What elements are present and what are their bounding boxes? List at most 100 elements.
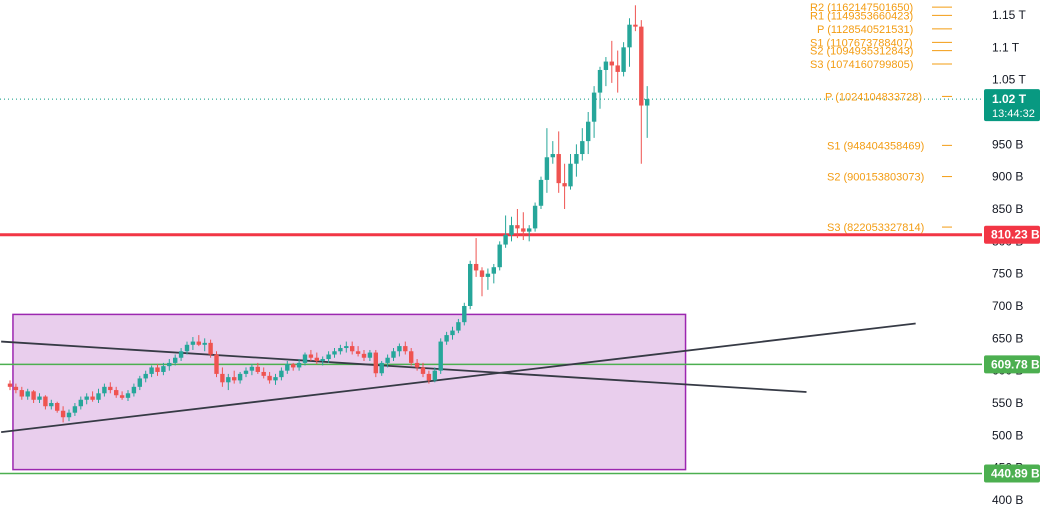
candle[interactable] [361,349,367,361]
candle[interactable] [173,354,178,366]
candle[interactable] [574,144,579,177]
candle[interactable] [255,362,260,374]
rising-trendline[interactable] [1,322,916,433]
candle[interactable] [639,20,644,164]
candle[interactable] [450,326,455,340]
candle[interactable] [220,367,225,387]
candle[interactable] [485,268,491,290]
candle[interactable] [438,338,443,374]
candle[interactable] [226,373,231,391]
candle[interactable] [586,112,591,155]
candle[interactable] [49,399,54,410]
candle[interactable] [66,409,72,422]
candle[interactable] [232,370,237,384]
candle[interactable] [102,383,107,397]
candle[interactable] [420,362,426,378]
candle[interactable] [532,202,538,232]
candle[interactable] [208,339,213,358]
candle[interactable] [479,267,485,297]
candle[interactable] [473,238,479,277]
candle[interactable] [308,349,314,361]
candle[interactable] [196,335,201,347]
candle[interactable] [432,367,437,383]
candle[interactable] [37,393,42,403]
candle[interactable] [43,395,48,410]
candle[interactable] [591,86,597,138]
candle[interactable] [414,359,420,371]
candle[interactable] [603,57,609,87]
candle[interactable] [184,341,190,355]
candle[interactable] [114,386,119,398]
candle[interactable] [178,348,184,361]
candle[interactable] [556,131,561,193]
candle[interactable] [444,331,449,345]
candle[interactable] [397,343,402,357]
candle[interactable] [515,209,520,239]
candle[interactable] [462,302,467,326]
candle[interactable] [78,396,83,410]
candle[interactable] [167,359,172,371]
candle[interactable] [261,367,266,379]
candle[interactable] [267,371,272,384]
candle[interactable] [119,391,125,400]
candle[interactable] [544,128,550,193]
candle[interactable] [237,371,243,384]
candle[interactable] [279,367,284,381]
candle[interactable] [338,344,343,355]
candle[interactable] [391,348,396,361]
candle[interactable] [332,348,337,358]
candle[interactable] [285,360,290,374]
candle[interactable] [72,403,78,416]
candle[interactable] [633,5,638,32]
candle[interactable] [7,380,13,391]
consolidation-range-box[interactable] [12,313,687,471]
candle[interactable] [60,406,66,423]
candle[interactable] [645,86,650,138]
candle[interactable] [249,364,255,376]
candle[interactable] [562,163,567,209]
candle[interactable] [344,341,349,353]
candle[interactable] [379,360,384,376]
candle[interactable] [468,260,473,310]
candle[interactable] [509,216,514,242]
candle[interactable] [291,362,296,371]
candle[interactable] [409,348,414,366]
candle[interactable] [373,349,378,378]
candle[interactable] [627,18,632,67]
candle[interactable] [149,365,154,378]
falling-trendline[interactable] [1,340,807,393]
candle[interactable] [19,386,24,400]
candle[interactable] [13,383,19,394]
candle[interactable] [137,375,142,391]
candle[interactable] [497,241,502,271]
candle[interactable] [243,367,249,378]
candle[interactable] [355,346,361,357]
candle[interactable] [55,401,60,413]
candle[interactable] [527,225,532,242]
candle[interactable] [385,354,390,368]
candle[interactable] [296,359,302,371]
candle[interactable] [190,337,196,350]
candle[interactable] [456,318,461,334]
candle[interactable] [302,352,308,366]
candle[interactable] [367,349,373,361]
candle[interactable] [25,388,30,400]
candle[interactable] [155,364,160,376]
candle[interactable] [131,383,137,397]
candle[interactable] [326,351,331,363]
candle[interactable] [621,42,626,77]
candle[interactable] [143,370,148,383]
candle[interactable] [90,391,95,402]
candle[interactable] [597,66,603,109]
candle[interactable] [161,362,166,376]
candle[interactable] [503,215,508,248]
candle[interactable] [491,263,496,284]
candle[interactable] [84,393,89,405]
candle[interactable] [314,352,319,365]
candle[interactable] [125,390,131,402]
candle[interactable] [320,356,325,366]
candle[interactable] [202,338,207,352]
candle[interactable] [108,382,113,394]
